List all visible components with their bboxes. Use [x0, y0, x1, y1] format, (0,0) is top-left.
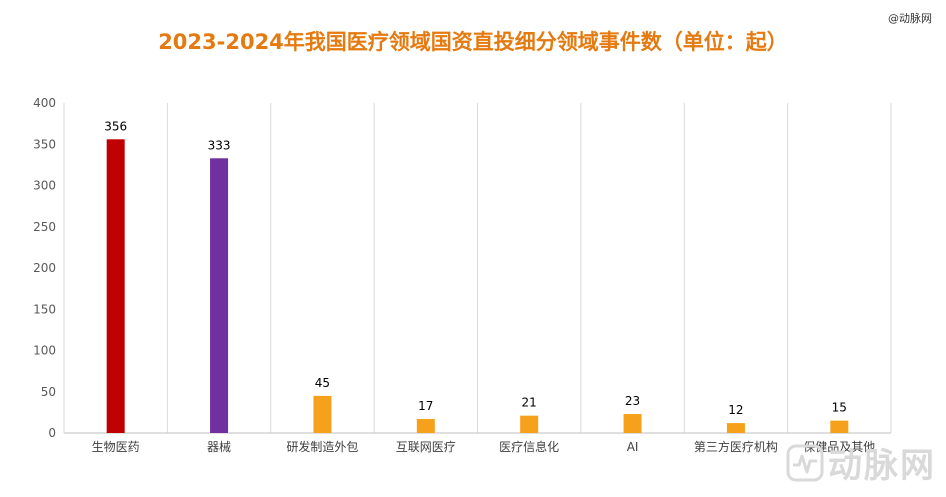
data-label: 15	[832, 401, 847, 415]
y-tick-label: 200	[33, 261, 56, 275]
bar	[726, 423, 745, 433]
bar	[210, 158, 229, 433]
bar	[520, 415, 539, 433]
x-tick-label: 互联网医疗	[396, 440, 456, 454]
x-tick-label: 研发制造外包	[286, 439, 358, 454]
y-tick-label: 0	[48, 426, 56, 440]
x-tick-label: 医疗信息化	[499, 439, 559, 454]
data-label: 17	[418, 399, 433, 413]
bar	[416, 418, 435, 433]
data-label: 356	[104, 119, 127, 133]
brand-logo: 动脉网	[786, 438, 936, 487]
source-watermark: @动脉网	[888, 12, 932, 25]
y-tick-label: 150	[33, 302, 56, 316]
data-label: 333	[208, 138, 231, 152]
y-tick-label: 300	[33, 179, 56, 193]
y-tick-label: 50	[41, 385, 56, 399]
y-tick-label: 100	[33, 344, 56, 358]
data-label: 12	[728, 403, 743, 417]
pulse-logo-icon	[786, 444, 824, 481]
data-label: 21	[522, 396, 537, 410]
bar	[106, 139, 125, 434]
chart-title: 2023-2024年我国医疗领域国资直投细分领域事件数（单位：起）	[158, 30, 788, 54]
y-tick-label: 250	[33, 220, 56, 234]
bar	[313, 395, 332, 433]
y-tick-label: 400	[33, 96, 56, 110]
x-tick-label: 第三方医疗机构	[694, 439, 778, 454]
x-tick-label: 器械	[207, 439, 231, 454]
x-tick-label: 生物医药	[92, 440, 140, 454]
x-tick-label: AI	[627, 440, 639, 454]
brand-logo-text: 动脉网	[828, 446, 936, 486]
bar	[830, 420, 849, 433]
bar	[623, 414, 642, 433]
data-label: 23	[625, 394, 640, 408]
y-tick-label: 350	[33, 137, 56, 151]
data-label: 45	[315, 376, 330, 390]
